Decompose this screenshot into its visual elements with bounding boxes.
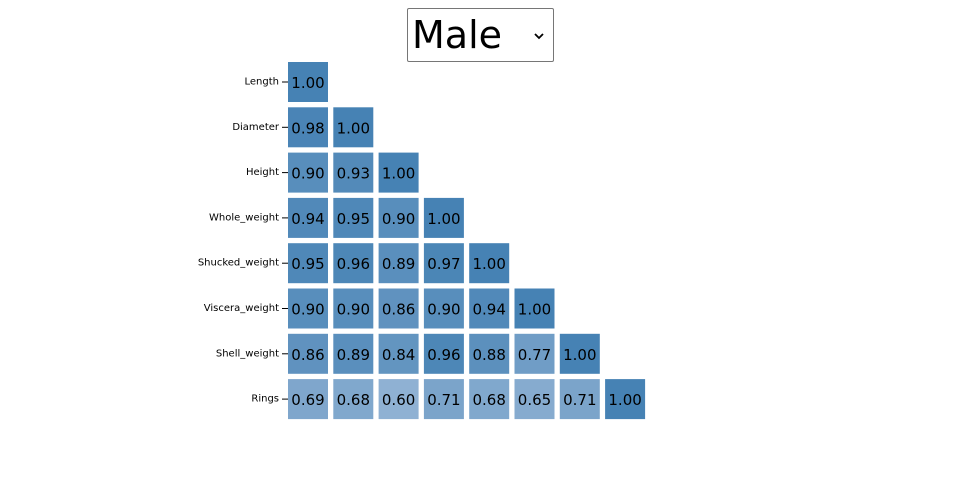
heatmap-cell-value: 1.00: [382, 165, 415, 183]
heatmap-cell-value: 0.71: [563, 391, 596, 409]
row-label-diameter: Diameter: [232, 122, 280, 133]
heatmap-cell-value: 1.00: [563, 346, 596, 364]
heatmap-cell[interactable]: [378, 379, 419, 420]
heatmap-cell[interactable]: [469, 333, 510, 374]
heatmap-cell-value: 0.89: [337, 346, 370, 364]
heatmap-cell-value: 0.90: [427, 301, 460, 319]
heatmap-cell[interactable]: [288, 243, 328, 284]
heatmap-cell-value: 0.86: [291, 346, 324, 364]
heatmap-cell[interactable]: [288, 107, 328, 148]
heatmap-cell-value: 0.77: [518, 346, 551, 364]
heatmap-cell[interactable]: [333, 107, 374, 148]
heatmap-cell-value: 0.97: [427, 255, 460, 273]
heatmap-cell-value: 0.69: [291, 391, 324, 409]
heatmap-cell-value: 1.00: [608, 391, 641, 409]
heatmap-cell[interactable]: [378, 288, 419, 329]
heatmap-cell[interactable]: [288, 152, 328, 193]
heatmap-cell-value: 0.68: [472, 391, 505, 409]
heatmap-cell[interactable]: [378, 197, 419, 238]
sex-select[interactable]: Male: [407, 8, 554, 62]
heatmap-cell[interactable]: [333, 243, 374, 284]
heatmap-cell-value: 0.90: [337, 301, 370, 319]
heatmap-cell-value: 0.94: [291, 210, 324, 228]
heatmap-cell[interactable]: [605, 379, 646, 420]
heatmap-cell[interactable]: [559, 379, 600, 420]
heatmap-cell[interactable]: [423, 333, 464, 374]
heatmap-cell-value: 1.00: [472, 255, 505, 273]
heatmap-cell[interactable]: [288, 288, 328, 329]
heatmap-cell[interactable]: [333, 379, 374, 420]
heatmap-cell-value: 1.00: [291, 74, 324, 92]
row-label-length: Length: [245, 77, 280, 88]
row-label-shucked-weight: Shucked_weight: [198, 258, 279, 269]
heatmap-cell[interactable]: [514, 379, 555, 420]
heatmap-cell-value: 0.88: [472, 346, 505, 364]
row-label-whole-weight: Whole_weight: [209, 212, 279, 223]
heatmap-cell[interactable]: [333, 197, 374, 238]
row-label-height: Height: [246, 167, 279, 178]
heatmap-cell[interactable]: [288, 333, 328, 374]
heatmap-cell[interactable]: [469, 243, 510, 284]
heatmap-cell-value: 0.65: [518, 391, 551, 409]
heatmap-cell[interactable]: [333, 288, 374, 329]
row-label-rings: Rings: [251, 394, 279, 405]
heatmap-cell-value: 0.90: [291, 301, 324, 319]
chevron-down-icon: [534, 33, 544, 40]
heatmap-cell[interactable]: [514, 333, 555, 374]
heatmap-cell-value: 0.90: [291, 165, 324, 183]
heatmap-cell-value: 1.00: [337, 119, 370, 137]
row-label-viscera-weight: Viscera_weight: [204, 303, 279, 314]
heatmap-cell-value: 0.90: [382, 210, 415, 228]
heatmap-cell[interactable]: [288, 197, 328, 238]
row-label-shell-weight: Shell_weight: [216, 348, 279, 359]
heatmap-cell-value: 0.96: [427, 346, 460, 364]
heatmap-cell[interactable]: [288, 62, 328, 102]
heatmap-cell[interactable]: [288, 379, 328, 420]
heatmap-cell-value: 1.00: [427, 210, 460, 228]
heatmap-cell-value: 0.89: [382, 255, 415, 273]
heatmap-cell[interactable]: [559, 333, 600, 374]
heatmap-cell-value: 0.98: [291, 119, 324, 137]
heatmap-cell[interactable]: [423, 197, 464, 238]
heatmap-cell[interactable]: [514, 288, 555, 329]
heatmap-cell[interactable]: [469, 288, 510, 329]
heatmap-cell[interactable]: [333, 152, 374, 193]
heatmap-cell-value: 0.96: [337, 255, 370, 273]
heatmap-cell[interactable]: [378, 152, 419, 193]
heatmap-cell-value: 0.94: [472, 301, 505, 319]
heatmap-cell-value: 0.86: [382, 301, 415, 319]
heatmap-cell-value: 0.84: [382, 346, 415, 364]
heatmap-cell[interactable]: [423, 288, 464, 329]
sex-select-value: Male: [412, 13, 503, 57]
heatmap-cell[interactable]: [378, 243, 419, 284]
heatmap-cell-value: 1.00: [518, 301, 551, 319]
heatmap-cell-value: 0.71: [427, 391, 460, 409]
heatmap-cell[interactable]: [423, 379, 464, 420]
heatmap-cell-value: 0.93: [337, 165, 370, 183]
heatmap-cell-value: 0.95: [337, 210, 370, 228]
heatmap-cell-value: 0.95: [291, 255, 324, 273]
heatmap-cell[interactable]: [378, 333, 419, 374]
heatmap-cell-value: 0.68: [337, 391, 370, 409]
heatmap-cell[interactable]: [333, 333, 374, 374]
heatmap-cell-value: 0.60: [382, 391, 415, 409]
heatmap-cell[interactable]: [469, 379, 510, 420]
heatmap-cell[interactable]: [423, 243, 464, 284]
